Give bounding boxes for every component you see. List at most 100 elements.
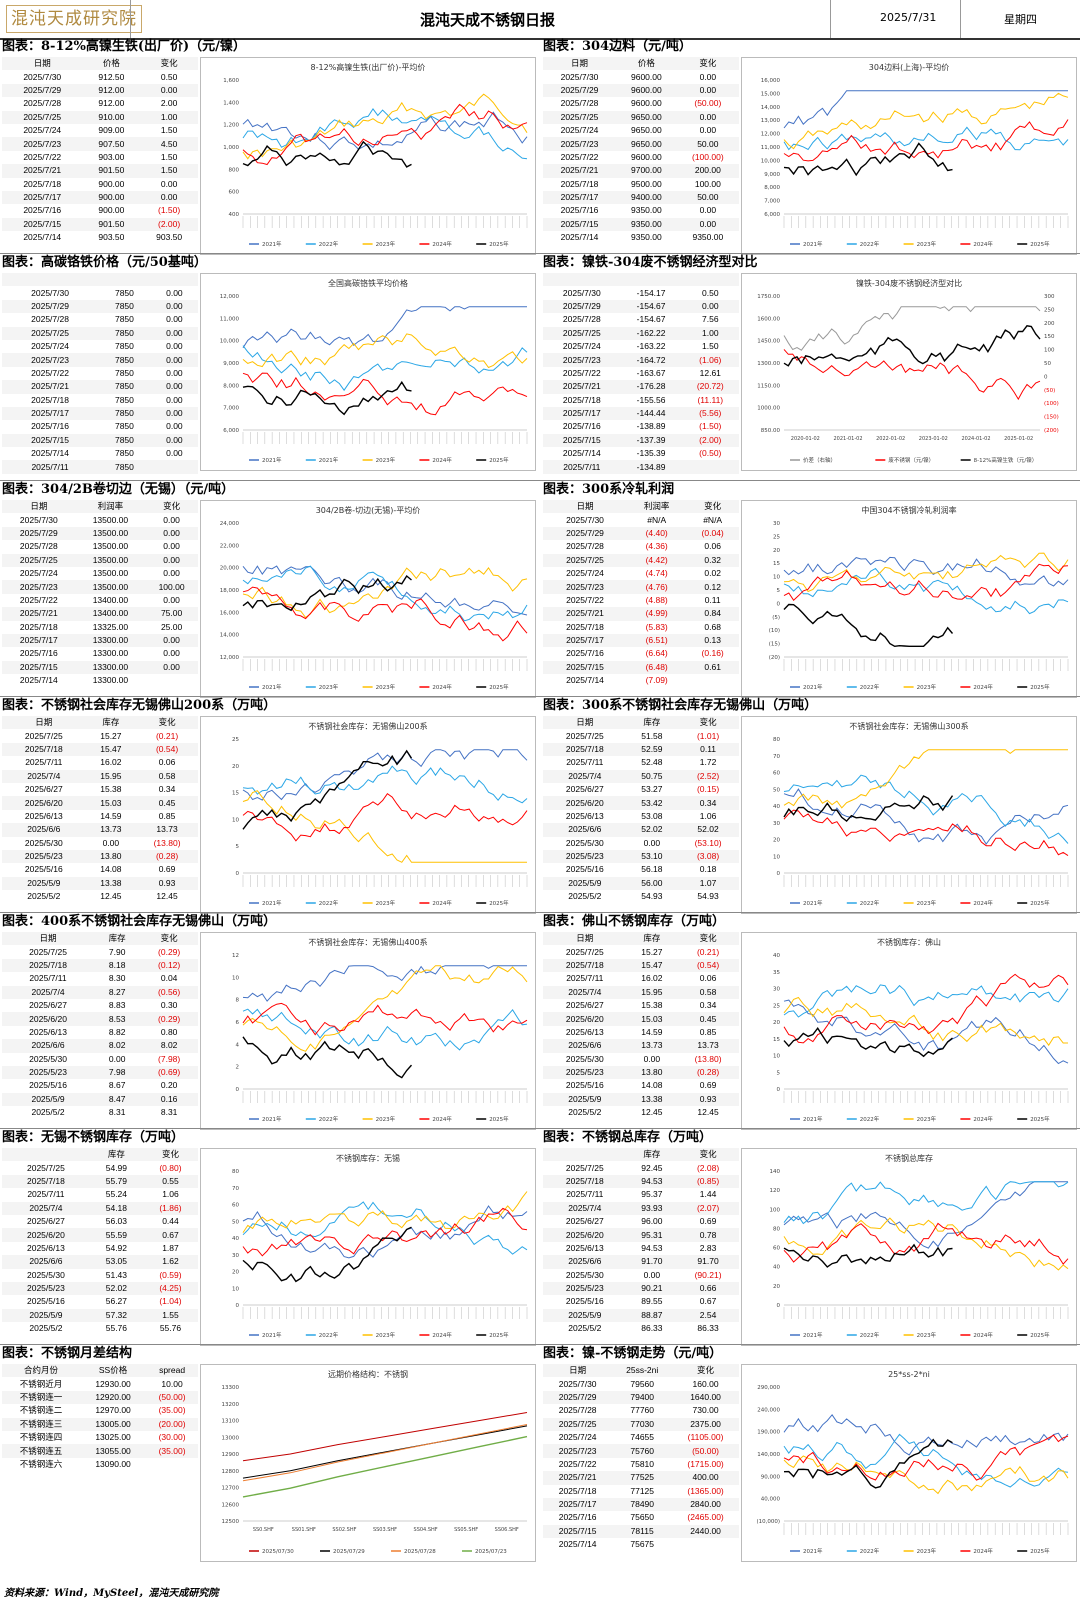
table-cell: 54.92	[105, 1242, 128, 1253]
table-cell: 2025/7/25	[543, 1417, 613, 1431]
table-cell: 54.93	[641, 891, 663, 902]
series-line	[242, 1036, 413, 1079]
series-line	[242, 790, 527, 863]
legend-label: 2022年	[860, 1331, 880, 1339]
table-cell: 7850	[114, 314, 134, 325]
panel-title: 图表：佛山不锈钢库存（万吨）	[543, 914, 726, 929]
table-cell: (2465.00)	[687, 1512, 724, 1523]
column-header: 价格	[82, 57, 141, 71]
table-row: 2025/7/24 13500.00 0.00	[2, 567, 198, 580]
line-chart: 不锈钢库存：无锡 80 70 60 50 40 30 20 10 0 2021年 2022年 2023年…	[200, 1148, 536, 1346]
table-row: 2025/7/28 -154.67 7.56	[543, 313, 739, 326]
table-row: 2025/5/30 0.00 (13.80)	[543, 1053, 739, 1066]
y-right-tick-label: 300	[1044, 294, 1055, 300]
series-line	[783, 749, 1068, 809]
table-cell: 0.00	[681, 299, 739, 314]
y-tick-label: 4	[236, 1042, 240, 1048]
series-line	[783, 1413, 1069, 1456]
table-cell: 2025/5/23	[2, 1281, 90, 1296]
table-cell: 2025/5/30	[565, 1053, 604, 1064]
table-cell	[146, 1458, 198, 1471]
legend-label: 2021年	[262, 456, 282, 464]
table-cell: (0.85)	[677, 1174, 739, 1189]
table-cell: (4.40)	[627, 526, 687, 541]
table-cell: 15.95	[626, 985, 678, 999]
y-tick-label: (15)	[769, 642, 780, 648]
chart-panel-5: 图表：304/2B卷切边（无锡）（元/吨） 日期 利润率 变化 2025/7/30 135…	[0, 481, 538, 699]
y-tick-label: 20	[773, 548, 780, 554]
column-header	[150, 273, 198, 287]
table-cell: 2840.00	[672, 1497, 739, 1512]
column-header	[2, 273, 99, 287]
table-cell: 0.13	[686, 633, 739, 648]
table-cell: 2025/7/16	[566, 648, 604, 659]
legend-label: 2023年	[917, 1331, 937, 1339]
table-cell: 0.00	[166, 367, 183, 378]
y-tick-label: 60	[773, 771, 780, 777]
report-header: 混沌天成研究院 混沌天成不锈钢日报 2025/7/31 星期四	[0, 0, 1080, 40]
panel-title: 图表：不锈钢社会库存无锡佛山200系（万吨）	[2, 698, 277, 713]
series-line	[783, 349, 1041, 401]
column-header: 库存	[626, 716, 678, 730]
y-tick-label: 40,000	[761, 1497, 781, 1503]
data-table: 日期 库存 变化 2025/7/25 51.58 (1.01) 2025/7/18 52.59…	[543, 716, 739, 903]
y-tick-label: 8,000	[764, 185, 780, 191]
table-cell: 1.50	[160, 125, 178, 136]
table-cell: 2025/7/29	[2, 83, 83, 98]
table-cell: 0.00	[145, 633, 198, 648]
chart-title: 不锈钢库存：无锡	[336, 1153, 400, 1163]
table-cell: 74655	[630, 1432, 654, 1443]
y-tick-label: 850.00	[761, 428, 781, 434]
table-cell: 2025/7/11	[543, 460, 621, 474]
table-cell: (1365.00)	[687, 1485, 724, 1496]
y-tick-label: 16,000	[220, 610, 240, 616]
table-cell: 2025/7/4	[543, 985, 627, 999]
table-cell: 1.06	[699, 810, 717, 821]
line-chart: 25*ss-2*ni 290,000 240,000 190,000 140,000 90…	[741, 1364, 1077, 1562]
chart-title: 304/2B卷-切边(无锡)-平均价	[316, 505, 421, 515]
table-cell: 2025/7/24	[558, 1432, 597, 1443]
column-header: 利润率	[627, 500, 687, 514]
data-table: 日期 库存 变化 2025/7/25 15.27 (0.21) 2025/7/18 15.47…	[2, 716, 198, 903]
table-cell: 2025/7/23	[543, 353, 621, 367]
panel-title: 图表：镍铁-304废不锈钢经济型对比	[543, 255, 758, 270]
chart-panel-8: 图表：300系不锈钢社会库存无锡佛山（万吨） 日期 库存 变化 2025/7/25 51.…	[541, 697, 1079, 915]
table-cell: 400.00	[672, 1471, 739, 1485]
series-line	[783, 556, 1069, 587]
table-cell: -155.56	[636, 394, 666, 405]
legend-label: 2025年	[489, 1331, 509, 1339]
table-cell: 9350.00	[616, 217, 677, 232]
y-tick-label: 15	[232, 791, 239, 797]
table-row: 2025/7/18 77125 (1365.00)	[543, 1485, 739, 1498]
table-cell: 51.58	[641, 730, 663, 741]
legend-label: 2025/07/28	[404, 1549, 436, 1555]
table-row: 2025/7/11 16.02 0.06	[543, 972, 739, 985]
table-cell: 0.00	[108, 1053, 126, 1064]
legend-label: 2021年	[262, 240, 282, 248]
table-cell: 9600.00	[630, 98, 662, 109]
table-row: 2025/7/18 -155.56 (11.11)	[543, 394, 739, 407]
table-cell: 2025/7/15	[543, 660, 628, 675]
table-cell: 57.32	[89, 1308, 143, 1323]
table-cell: 2025/5/2	[27, 891, 61, 902]
legend-label: 2023年	[376, 1331, 396, 1339]
table-row: 2025/7/29 79400 1640.00	[543, 1390, 739, 1405]
table-cell: 2025/7/24	[31, 341, 69, 352]
table-cell: 0.58	[136, 769, 198, 783]
table-cell: 91.70	[677, 1255, 739, 1269]
table-cell: 0.67	[699, 1296, 717, 1307]
table-row: 2025/7/4 15.95 0.58	[543, 985, 739, 999]
table-cell: (4.76)	[627, 580, 687, 594]
series-line	[783, 142, 953, 177]
table-cell: 1.55	[142, 1308, 198, 1323]
y-tick-label: (10)	[769, 628, 780, 634]
legend-label: 2025年	[1030, 1547, 1050, 1555]
y-tick-label: 24,000	[220, 521, 240, 527]
table-cell: 0.06	[158, 757, 176, 768]
table-cell: 不锈钢近月	[19, 1378, 63, 1389]
table-cell: 0.00	[699, 205, 717, 216]
series-line	[242, 765, 528, 804]
table-row: 2025/6/27 15.38 0.34	[543, 999, 739, 1012]
table-cell: 903.50	[98, 232, 125, 243]
table-cell: 2025/7/22	[23, 151, 62, 162]
